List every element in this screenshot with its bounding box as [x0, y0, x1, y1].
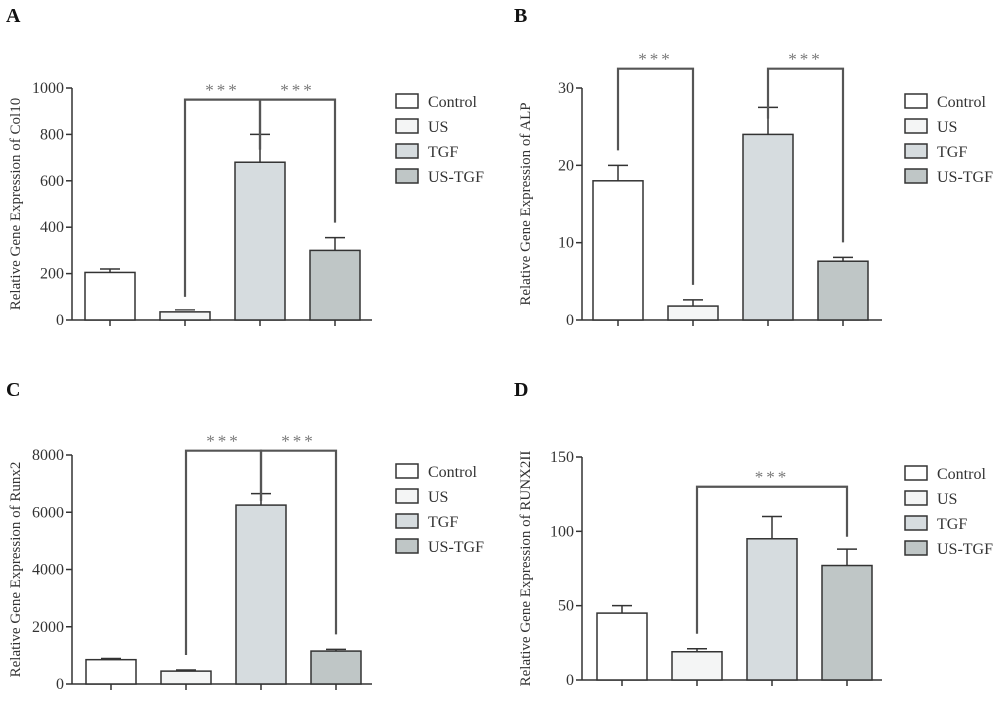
y-tick-label: 100: [550, 523, 574, 540]
bar-tgf: [742, 133, 794, 321]
legend-label: US: [428, 119, 448, 136]
legend: Control US TGF US-TGF: [395, 463, 484, 556]
significance-bracket: [258, 98, 337, 223]
legend-label: US-TGF: [937, 169, 993, 186]
legend-swatch: [395, 513, 419, 529]
bar-tgf: [746, 538, 798, 681]
bar-tgf: [234, 161, 286, 321]
panel-label: D: [514, 379, 528, 401]
y-tick-label: 50: [558, 598, 574, 615]
significance-stars: ***: [205, 81, 240, 100]
y-tick-label: 30: [558, 80, 574, 97]
legend-label: TGF: [937, 144, 967, 161]
y-tick-label: 0: [566, 312, 574, 329]
y-axis-label: Relative Gene Expression of Runx2: [8, 462, 24, 678]
significance-bracket: [259, 449, 338, 635]
significance-bracket: [766, 67, 845, 243]
legend-label: US-TGF: [428, 169, 484, 186]
legend: Control US TGF US-TGF: [904, 465, 993, 558]
legend-label: Control: [937, 94, 986, 111]
legend-label: TGF: [428, 514, 458, 531]
y-axis-label: Relative Gene Expression of ALP: [518, 102, 534, 305]
significance-bracket: [616, 67, 695, 285]
bar-us: [159, 311, 211, 321]
y-tick-label: 0: [56, 676, 64, 693]
legend-label: TGF: [937, 516, 967, 533]
bar-us-tgf: [821, 564, 873, 681]
significance-stars: ***: [638, 50, 673, 69]
legend-swatch: [904, 515, 928, 531]
legend-swatch: [904, 490, 928, 506]
legend-swatch: [395, 463, 419, 479]
bar-us: [667, 305, 719, 321]
legend-label: US-TGF: [937, 541, 993, 558]
legend-swatch: [395, 118, 419, 134]
legend-swatch: [904, 143, 928, 159]
legend-swatch: [395, 93, 419, 109]
legend-label: Control: [937, 466, 986, 483]
bar-us-tgf: [309, 249, 361, 321]
significance-stars: ***: [755, 468, 790, 487]
y-tick-label: 8000: [32, 447, 64, 464]
y-tick-label: 600: [40, 173, 64, 190]
bar-control: [84, 271, 136, 321]
legend-swatch: [395, 488, 419, 504]
panel-b: B Relative Gene Expression of ALP 0 10 20 30 *…: [514, 5, 993, 329]
panel-c: C Relative Gene Expression of Runx2 0 2000 4…: [6, 379, 484, 693]
y-tick-label: 6000: [32, 504, 64, 521]
legend-label: US-TGF: [428, 539, 484, 556]
legend-swatch: [395, 168, 419, 184]
y-tick-label: 20: [558, 157, 574, 174]
legend-label: US: [428, 489, 448, 506]
legend-swatch: [904, 168, 928, 184]
panel-label: A: [6, 5, 21, 27]
legend-label: US: [937, 119, 957, 136]
panel-label: C: [6, 379, 20, 401]
legend: Control US TGF US-TGF: [904, 93, 993, 186]
legend-label: US: [937, 491, 957, 508]
panel-a: A Relative Gene Expression of Col10 0 200 40…: [6, 5, 484, 329]
y-tick-label: 200: [40, 266, 64, 283]
legend: Control US TGF US-TGF: [395, 93, 484, 186]
legend-label: Control: [428, 464, 477, 481]
bar-us-tgf: [817, 260, 869, 321]
bar-us: [671, 651, 723, 681]
y-axis-label: Relative Gene Expression of RUNX2II: [518, 451, 534, 687]
legend-swatch: [904, 465, 928, 481]
bar-tgf: [235, 504, 287, 685]
y-axis-label: Relative Gene Expression of Col10: [8, 98, 24, 310]
legend-swatch: [904, 93, 928, 109]
significance-stars: ***: [206, 432, 241, 451]
significance-stars: ***: [788, 50, 823, 69]
y-tick-label: 1000: [32, 80, 64, 97]
y-tick-label: 150: [550, 449, 574, 466]
y-tick-label: 4000: [32, 562, 64, 579]
y-tick-label: 400: [40, 219, 64, 236]
legend-label: TGF: [428, 144, 458, 161]
y-tick-label: 0: [56, 312, 64, 329]
legend-swatch: [904, 118, 928, 134]
y-tick-label: 2000: [32, 619, 64, 636]
bar-us-tgf: [310, 650, 362, 685]
significance-stars: ***: [280, 81, 315, 100]
y-tick-label: 10: [558, 235, 574, 252]
panel-d: D Relative Gene Expression of RUNX2II 0 50 1…: [514, 379, 993, 689]
significance-bracket: [695, 485, 849, 634]
panel-label: B: [514, 5, 527, 27]
significance-stars: ***: [281, 432, 316, 451]
bar-control: [85, 658, 137, 685]
y-tick-label: 800: [40, 126, 64, 143]
y-tick-label: 0: [566, 672, 574, 689]
legend-swatch: [904, 540, 928, 556]
legend-swatch: [395, 143, 419, 159]
bar-control: [596, 612, 648, 681]
bar-us: [160, 670, 212, 685]
legend-label: Control: [428, 94, 477, 111]
bar-control: [592, 180, 644, 321]
legend-swatch: [395, 538, 419, 554]
